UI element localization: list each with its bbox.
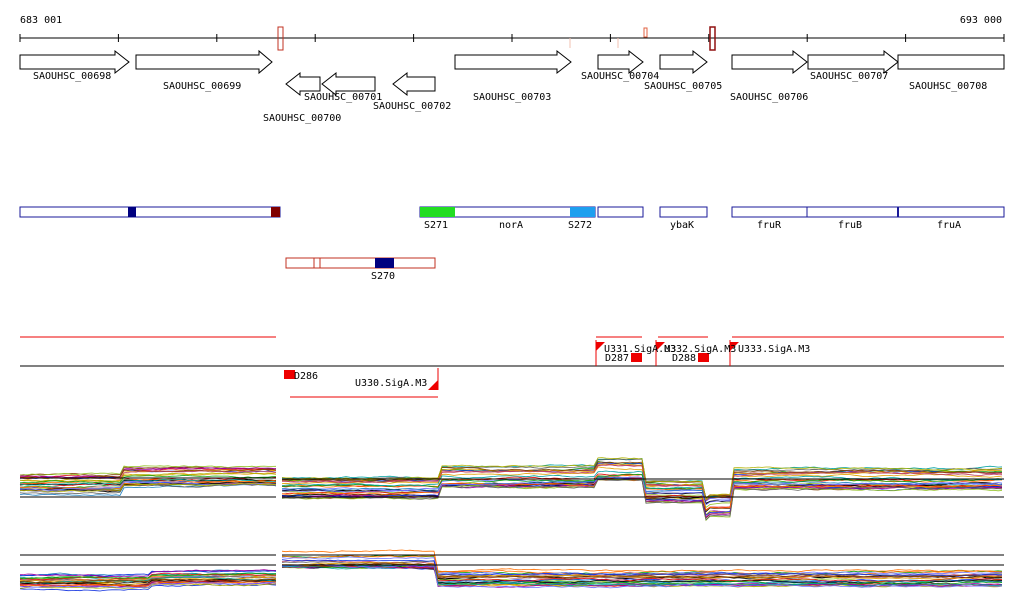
expression-line <box>281 466 1003 499</box>
feature-box[interactable] <box>597 206 644 218</box>
feature-box[interactable] <box>19 206 281 218</box>
promoter-track: D286 U330.SigA.M3 U331.SigA.M3 D287 U332… <box>20 336 1004 398</box>
feature-box[interactable] <box>731 206 1005 218</box>
expression-line <box>281 565 1003 586</box>
expression-track-1 <box>19 457 1004 522</box>
feature-marker <box>420 207 455 217</box>
gene-arrow[interactable] <box>285 71 321 97</box>
feature-marker <box>375 258 394 268</box>
promoter-label: U333.SigA.M3 <box>738 344 810 355</box>
promoter-label: U330.SigA.M3 <box>355 378 427 389</box>
gene-arrow[interactable] <box>135 49 273 75</box>
expression-line <box>281 565 1003 582</box>
feature-label: S271 <box>424 220 448 231</box>
start-coordinate: 683 001 <box>20 15 62 26</box>
gene-label: SAOUHSC_00701 <box>304 92 382 103</box>
expression-line <box>20 574 277 582</box>
gene-arrow[interactable] <box>321 71 376 97</box>
gene-arrow[interactable] <box>731 49 808 75</box>
feature-label: ybaK <box>670 220 694 231</box>
expression-line <box>19 581 277 589</box>
promoter-flag[interactable] <box>730 342 739 351</box>
gene-label: SAOUHSC_00706 <box>730 92 808 103</box>
expression-line <box>19 471 277 483</box>
coordinate-ruler: 683 001 693 000 <box>19 15 1005 51</box>
expression-line <box>281 476 1003 506</box>
expression-line <box>281 464 1003 501</box>
expression-track-2 <box>19 549 1004 592</box>
ruler-marker <box>709 26 716 51</box>
promoter-flag[interactable] <box>428 380 438 390</box>
feature-label: norA <box>499 220 523 231</box>
expression-line <box>19 474 277 484</box>
feature-box[interactable] <box>659 206 708 218</box>
gene-label: SAOUHSC_00699 <box>163 81 241 92</box>
promoter-flag[interactable] <box>656 342 665 351</box>
terminator-marker[interactable] <box>698 353 709 362</box>
feature-label: S270 <box>371 271 395 282</box>
feature-label: fruB <box>838 220 862 231</box>
gene-arrow[interactable] <box>392 71 436 97</box>
expression-line <box>19 468 277 479</box>
gene-label: SAOUHSC_00703 <box>473 92 551 103</box>
expression-line <box>19 572 277 580</box>
promoter-label: U332.SigA.M3 <box>664 344 736 355</box>
gene-label: SAOUHSC_00707 <box>810 71 888 82</box>
gene-labels: SAOUHSC_00698 SAOUHSC_00699 SAOUHSC_0070… <box>33 71 987 124</box>
gene-label: SAOUHSC_00698 <box>33 71 111 82</box>
gene-arrow[interactable] <box>897 54 1005 70</box>
promoter-label: D288 <box>672 353 696 364</box>
expression-line <box>282 554 1003 575</box>
expression-line <box>282 561 1003 580</box>
expression-line <box>19 581 277 587</box>
feature-label: fruR <box>757 220 782 231</box>
gene-arrow[interactable] <box>454 49 572 75</box>
gene-label: SAOUHSC_00704 <box>581 71 659 82</box>
expression-line <box>19 467 277 478</box>
expression-line <box>281 479 1003 521</box>
gene-label: SAOUHSC_00705 <box>644 81 722 92</box>
expression-line <box>281 457 1003 501</box>
gene-label: SAOUHSC_00708 <box>909 81 987 92</box>
feature-track: S271 norA S272 ybaK fruR fruB fruA S270 <box>19 206 1005 282</box>
gene-arrow[interactable] <box>19 49 130 75</box>
terminator-marker[interactable] <box>284 370 295 379</box>
feature-marker <box>128 207 136 217</box>
expression-line <box>19 578 277 584</box>
expression-line <box>19 478 277 485</box>
promoter-label: D287 <box>605 353 629 364</box>
feature-label: S272 <box>568 220 592 231</box>
expression-line <box>281 560 1003 577</box>
feature-marker <box>570 207 595 217</box>
expression-line <box>19 569 276 578</box>
expression-line <box>19 483 277 493</box>
feature-marker <box>271 207 280 217</box>
end-coordinate: 693 000 <box>960 15 1002 26</box>
ruler-marker <box>643 27 648 38</box>
expression-line <box>19 465 277 476</box>
gene-arrow[interactable] <box>597 49 644 75</box>
ruler-marker <box>277 26 284 51</box>
feature-box[interactable] <box>285 257 436 269</box>
expression-line <box>281 559 1002 577</box>
expression-line <box>19 478 277 486</box>
promoter-label: D286 <box>294 371 318 382</box>
promoter-label: U331.SigA.M3 <box>604 344 676 355</box>
gene-label: SAOUHSC_00702 <box>373 101 451 112</box>
expression-line <box>20 576 277 584</box>
feature-label: fruA <box>937 220 961 231</box>
gene-arrow[interactable] <box>659 49 708 75</box>
terminator-marker[interactable] <box>631 353 642 362</box>
gene-arrow[interactable] <box>807 49 899 75</box>
expression-line <box>281 562 1003 579</box>
expression-line <box>281 463 1003 500</box>
gene-label: SAOUHSC_00700 <box>263 113 341 124</box>
promoter-flag[interactable] <box>596 342 605 351</box>
expression-line <box>281 549 1003 573</box>
gene-track <box>19 49 1005 97</box>
